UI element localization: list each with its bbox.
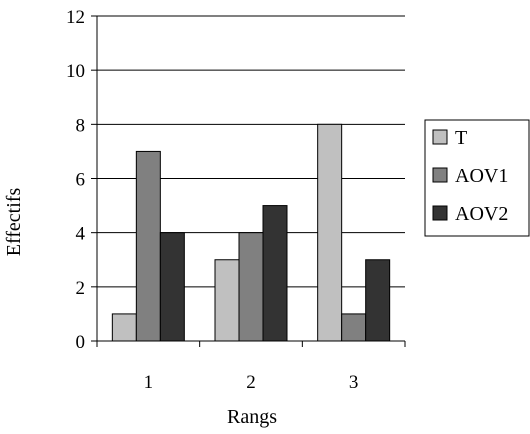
bar-aov1-1: [135, 150, 161, 342]
bars: [111, 123, 391, 342]
legend-label-aov2: AOV2: [455, 203, 508, 225]
y-tick-label: 10: [66, 61, 85, 82]
y-tick-labels: 0 2 4 6 8 10 12: [66, 7, 97, 353]
legend-label-t: T: [455, 127, 467, 149]
legend-swatch-aov1: [432, 167, 448, 183]
legend: T AOV1 AOV2: [424, 119, 530, 237]
legend-label-aov1: AOV1: [455, 165, 508, 187]
bar-t-1: [111, 313, 137, 342]
bar-aov2-3: [365, 259, 391, 342]
bar-aov2-1: [159, 232, 185, 342]
x-tick-label: 3: [349, 372, 359, 393]
y-tick-label: 6: [76, 170, 86, 191]
bar-aov1-3: [341, 313, 367, 342]
y-tick-label: 8: [76, 115, 86, 136]
x-axis-title: Rangs: [227, 406, 277, 428]
bar-aov1-2: [238, 232, 264, 342]
y-tick-label: 0: [76, 332, 86, 353]
bar-t-3: [317, 123, 343, 342]
x-tick-label: 1: [144, 372, 154, 393]
y-axis-title: Effectifs: [3, 188, 25, 257]
legend-swatch-aov2: [432, 205, 448, 221]
x-tick-labels: 1 2 3: [96, 341, 406, 393]
legend-swatch-t: [432, 129, 448, 145]
y-tick-label: 2: [76, 278, 86, 299]
x-tick-label: 2: [246, 372, 256, 393]
y-tick-label: 4: [76, 224, 86, 245]
bar-aov2-2: [262, 205, 288, 342]
y-tick-label: 12: [66, 7, 85, 28]
bar-t-2: [214, 259, 240, 342]
